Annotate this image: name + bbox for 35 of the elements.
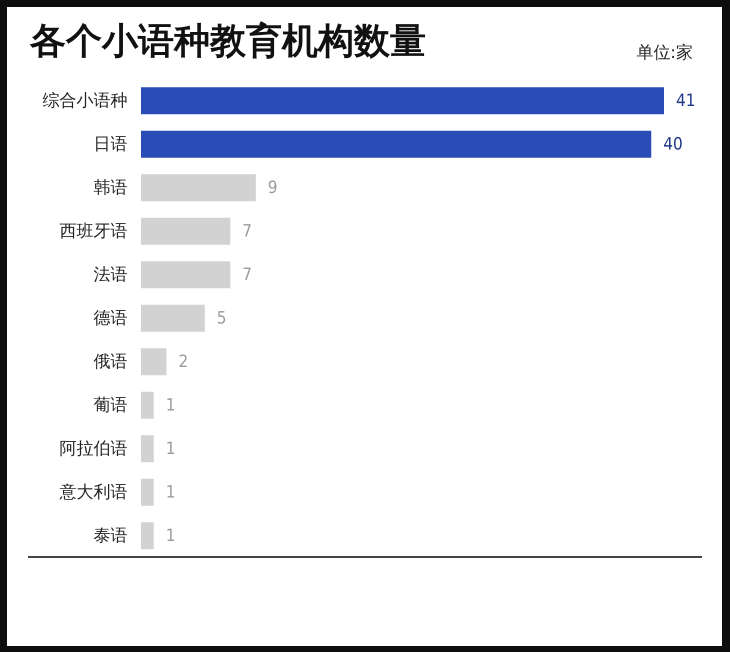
y-tick-label: 韩语: [94, 178, 128, 198]
chart-title: 各个小语种教育机构数量: [29, 21, 426, 62]
data-label: 5: [216, 308, 227, 328]
y-tick-label: 葡语: [94, 395, 128, 416]
y-tick-label: 俄语: [94, 352, 128, 372]
y-tick-label: 意大利语: [58, 482, 128, 502]
bar: [141, 87, 664, 114]
y-tick-label: 综合小语种: [42, 90, 128, 111]
data-label: 41: [676, 90, 696, 111]
y-tick-label: 阿拉伯语: [60, 438, 128, 459]
data-label: 1: [166, 526, 176, 546]
data-label: 1: [166, 395, 176, 416]
data-label: 40: [663, 134, 683, 154]
bar: [141, 130, 652, 158]
bar: [141, 348, 167, 376]
data-label: 9: [268, 178, 278, 198]
bar: [141, 261, 230, 288]
bar: [141, 522, 154, 550]
bar: [141, 478, 154, 506]
text: 单位:家: [636, 43, 693, 63]
data-label: 2: [178, 352, 188, 372]
y-tick-label: 泰语: [94, 526, 128, 546]
y-tick-label: 德语: [94, 308, 128, 328]
bar: [141, 435, 154, 462]
y-tick-label: 西班牙语: [60, 221, 128, 242]
bar: [141, 304, 205, 332]
y-tick-label: 法语: [94, 264, 128, 285]
data-label: 7: [242, 221, 252, 242]
bar: [141, 218, 230, 245]
data-label: 1: [166, 438, 176, 459]
bar: [141, 174, 256, 202]
data-label: 1: [166, 482, 176, 502]
data-label: 7: [242, 264, 252, 285]
bar: [141, 392, 154, 419]
y-tick-label: 日语: [94, 134, 128, 154]
